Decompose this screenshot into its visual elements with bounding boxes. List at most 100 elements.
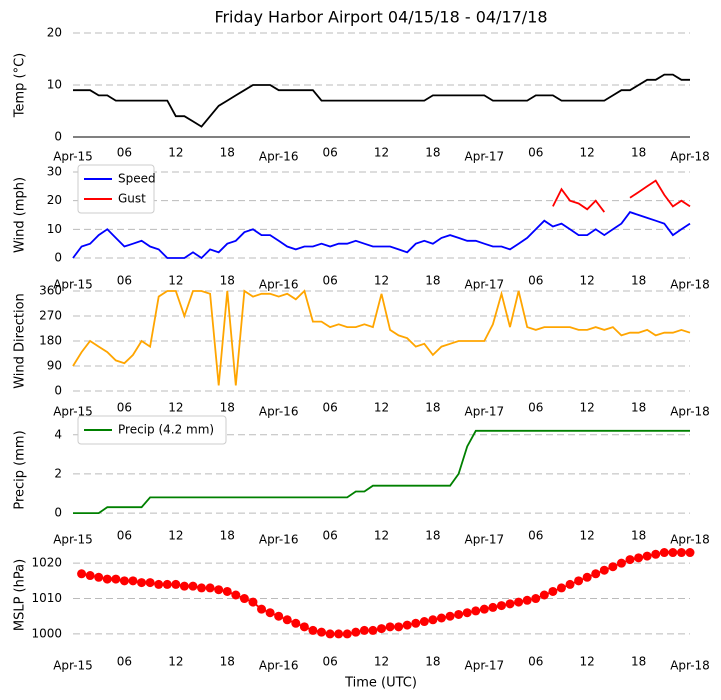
y-tick-label: 2	[54, 466, 62, 480]
point	[634, 553, 644, 563]
y-tick-label: 1020	[31, 556, 62, 570]
point	[676, 548, 686, 558]
point	[334, 629, 344, 639]
y-axis-label: Temp (°C)	[13, 53, 28, 119]
point	[308, 625, 318, 635]
point	[599, 565, 609, 575]
point	[188, 581, 198, 591]
point	[659, 548, 669, 558]
x-tick-label: Apr-18	[670, 278, 710, 292]
x-tick-label: 12	[580, 401, 595, 415]
point	[282, 615, 292, 625]
series-line	[552, 179, 691, 213]
point	[651, 549, 661, 559]
y-tick-label: 20	[47, 193, 62, 207]
point	[257, 604, 267, 614]
point	[94, 572, 104, 582]
legend-label: Speed	[118, 172, 156, 186]
point	[85, 571, 95, 581]
point	[582, 572, 592, 582]
chart-title: Friday Harbor Airport 04/15/18 - 04/17/1…	[214, 8, 547, 27]
point	[591, 569, 601, 579]
x-tick-label: Apr-17	[465, 150, 505, 164]
y-tick-label: 90	[47, 359, 62, 373]
point	[291, 618, 301, 628]
point	[436, 613, 446, 623]
legend-box	[77, 415, 227, 445]
x-tick-label: Apr-15	[53, 150, 93, 164]
point	[471, 606, 481, 616]
x-tick-label: Apr-15	[53, 659, 93, 673]
x-tick-label: 18	[425, 146, 440, 160]
x-tick-label: 06	[322, 655, 337, 669]
y-tick-label: 10	[47, 78, 62, 92]
point	[162, 579, 172, 589]
point	[248, 597, 258, 607]
point	[514, 597, 524, 607]
x-tick-label: 06	[528, 529, 543, 543]
x-tick-label: 18	[425, 529, 440, 543]
point	[265, 608, 275, 618]
x-tick-label: 06	[528, 274, 543, 288]
point	[111, 574, 121, 584]
x-tick-label: 18	[631, 274, 646, 288]
x-tick-label: Apr-16	[259, 405, 299, 419]
point	[317, 627, 327, 637]
x-tick-label: 18	[631, 529, 646, 543]
point	[154, 579, 164, 589]
x-tick-label: 06	[528, 401, 543, 415]
y-tick-label: 0	[54, 130, 62, 144]
point	[685, 548, 695, 558]
point	[359, 625, 369, 635]
x-tick-label: 06	[322, 529, 337, 543]
point	[222, 586, 232, 596]
x-tick-label: Apr-18	[670, 659, 710, 673]
x-tick-label: Apr-16	[259, 659, 299, 673]
point	[77, 569, 87, 579]
x-tick-label: 18	[220, 529, 235, 543]
point	[488, 602, 498, 612]
x-tick-label: Apr-15	[53, 278, 93, 292]
x-tick-label: 12	[374, 274, 389, 288]
x-tick-label: Apr-15	[53, 533, 93, 547]
point	[411, 618, 421, 628]
point	[342, 629, 352, 639]
point	[616, 558, 626, 568]
point	[368, 625, 378, 635]
x-tick-label: 12	[168, 401, 183, 415]
y-tick-label: 0	[54, 251, 62, 265]
x-tick-label: 18	[631, 401, 646, 415]
x-tick-label: 06	[322, 401, 337, 415]
point	[428, 615, 438, 625]
point	[462, 608, 472, 618]
x-tick-label: 12	[168, 146, 183, 160]
point	[531, 594, 541, 604]
point	[642, 551, 652, 561]
point	[325, 629, 335, 639]
x-tick-label: 06	[528, 655, 543, 669]
legend-box	[77, 164, 155, 214]
point	[419, 617, 429, 627]
x-tick-label: Apr-17	[465, 659, 505, 673]
point	[496, 601, 506, 611]
y-tick-label: 20	[47, 26, 62, 40]
x-tick-label: Apr-16	[259, 533, 299, 547]
x-tick-label: Apr-16	[259, 150, 299, 164]
point	[214, 585, 224, 595]
legend-label: Precip (4.2 mm)	[118, 423, 214, 437]
series-line	[72, 211, 691, 260]
x-tick-label: 12	[168, 655, 183, 669]
y-axis-label: Wind Direction	[13, 293, 28, 389]
x-tick-label: 06	[117, 274, 132, 288]
y-axis-label: Precip (mm)	[13, 430, 28, 509]
x-tick-label: Apr-18	[670, 533, 710, 547]
y-tick-label: 30	[47, 165, 62, 179]
point	[179, 581, 189, 591]
point	[539, 590, 549, 600]
y-tick-label: 10	[47, 222, 62, 236]
x-tick-label: 18	[220, 146, 235, 160]
point	[197, 583, 207, 593]
x-tick-label: 12	[580, 146, 595, 160]
y-tick-label: 360	[39, 284, 62, 298]
